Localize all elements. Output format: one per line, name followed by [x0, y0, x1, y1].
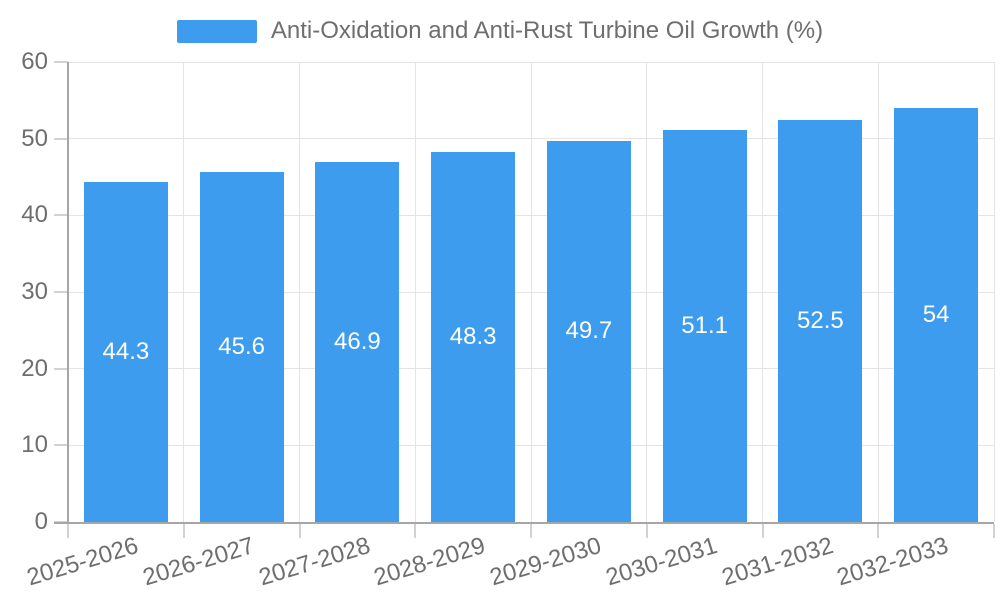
axis-tick — [54, 291, 68, 293]
y-tick-label: 40 — [21, 201, 48, 229]
x-tick-label: 2030-2031 — [602, 532, 721, 592]
axis-tick — [54, 367, 68, 370]
bar-value-label: 49.7 — [565, 317, 613, 345]
x-axis-line — [54, 522, 994, 524]
axis-tick — [54, 444, 68, 447]
y-tick-label: 0 — [34, 508, 48, 535]
x-tick-label: 2031-2032 — [718, 532, 836, 592]
axis-tick — [761, 524, 764, 538]
axis-tick — [645, 524, 648, 538]
axis-tick — [182, 524, 185, 538]
gridline — [646, 62, 648, 522]
gridline — [762, 62, 763, 522]
axis-tick — [298, 524, 301, 538]
gridline — [183, 62, 185, 522]
gridline — [414, 62, 416, 522]
axis-tick — [530, 524, 532, 538]
axis-tick — [993, 524, 995, 538]
y-tick-label: 30 — [21, 278, 48, 305]
bar-value-label: 48.3 — [449, 322, 497, 350]
bar[interactable]: 48.3 — [431, 151, 516, 522]
legend-label: Anti-Oxidation and Anti-Rust Turbine Oil… — [270, 17, 824, 44]
bar-value-label: 54 — [922, 301, 950, 328]
bar[interactable]: 45.6 — [199, 172, 284, 522]
x-tick-label: 2032-2033 — [834, 532, 952, 592]
axis-tick — [877, 524, 880, 538]
bar-value-label: 51.1 — [681, 312, 728, 340]
legend[interactable]: Anti-Oxidation and Anti-Rust Turbine Oil… — [0, 19, 1000, 43]
y-tick-label: 50 — [21, 124, 48, 152]
y-tick-label: 60 — [21, 48, 48, 75]
gridline — [993, 62, 995, 522]
bar[interactable]: 46.9 — [315, 162, 400, 522]
gridline — [299, 62, 300, 522]
x-tick-label: 2028-2029 — [371, 532, 489, 592]
gridline — [877, 62, 879, 522]
x-tick-label: 2025-2026 — [23, 532, 142, 592]
x-tick-label: 2027-2028 — [255, 532, 373, 592]
x-tick-label: 2026-2027 — [139, 532, 258, 592]
x-tick-label: 2029-2030 — [486, 532, 605, 592]
bar[interactable]: 51.1 — [662, 130, 747, 522]
axis-tick — [54, 214, 68, 217]
gridline — [530, 62, 532, 522]
bar-value-label: 45.6 — [218, 333, 265, 361]
bar[interactable]: 44.3 — [83, 182, 168, 522]
bar-value-label: 44.3 — [102, 338, 150, 366]
axis-tick — [67, 524, 69, 538]
bar-value-label: 46.9 — [334, 328, 381, 356]
axis-tick — [414, 524, 417, 538]
y-tick-label: 10 — [21, 431, 48, 459]
axis-tick — [54, 137, 68, 140]
bar[interactable]: 52.5 — [778, 119, 863, 522]
bar[interactable]: 54 — [894, 108, 979, 522]
legend-swatch-icon — [176, 19, 257, 43]
bar[interactable]: 49.7 — [546, 140, 631, 522]
y-tick-label: 20 — [21, 354, 48, 382]
bar-value-label: 52.5 — [797, 306, 844, 334]
axis-tick — [54, 61, 68, 63]
y-axis-line — [67, 62, 69, 524]
